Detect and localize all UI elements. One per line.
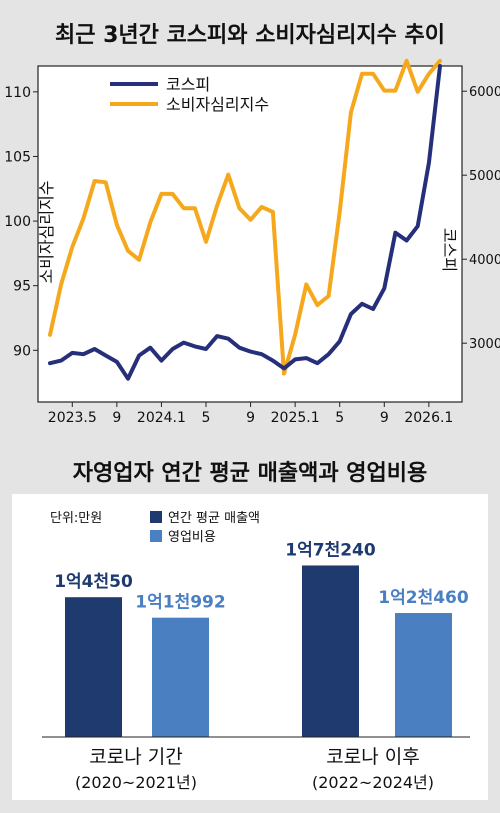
right-tick-label: 5000 xyxy=(469,169,500,184)
chart1-series xyxy=(48,58,442,381)
chart2-bars: 1억4천50 1억7천240 1억1천992 1억2천460 xyxy=(54,540,469,737)
bar-cost-value-label: 1억1천992 xyxy=(135,593,225,613)
right-tick-label: 6000 xyxy=(469,85,500,100)
chart1-x-axis: 2023.5 9 2024.1 5 9 2025.1 5 9 2026.1 xyxy=(48,402,453,426)
x-tick-label: 5 xyxy=(335,410,344,426)
x-tick-label: 9 xyxy=(380,410,389,426)
x-tick-label: 2024.1 xyxy=(137,410,186,426)
left-tick-label: 105 xyxy=(4,149,31,165)
kospi-line xyxy=(48,64,442,381)
x-tick-label: 9 xyxy=(112,410,121,426)
left-tick-label: 100 xyxy=(4,214,31,230)
chart2-group2-sublabel: (2022~2024년) xyxy=(312,773,434,792)
x-tick-label: 2026.1 xyxy=(404,410,453,426)
chart1-plot-area xyxy=(37,65,463,403)
legend-swatch-cost xyxy=(150,530,162,542)
bar-revenue xyxy=(302,565,359,737)
legend-label-kospi: 코스피 xyxy=(166,75,210,94)
x-tick-label: 5 xyxy=(202,410,211,426)
consumer-sentiment-line xyxy=(48,58,442,376)
left-tick-label: 95 xyxy=(13,279,31,295)
left-tick-label: 110 xyxy=(4,85,31,101)
legend-label-cost: 영업비용 xyxy=(168,530,216,545)
chart1-title: 최근 3년간 코스피와 소비자심리지수 추이 xyxy=(55,23,445,48)
bar-revenue-value-label: 1억4천50 xyxy=(54,572,133,592)
chart2-group1-label: 코로나 기간 xyxy=(89,746,182,768)
left-tick-label: 90 xyxy=(13,343,31,359)
legend-label-csi: 소비자심리지수 xyxy=(166,95,269,114)
chart2-group1-sublabel: (2020~2021년) xyxy=(75,773,197,792)
legend-label-revenue: 연간 평균 매출액 xyxy=(168,511,260,526)
bar-revenue-value-label: 1억7천240 xyxy=(285,540,376,560)
chart1-right-axis-title: 코스피 xyxy=(440,228,459,272)
bar-cost xyxy=(395,613,452,737)
chart2-title: 자영업자 연간 평균 매출액과 영업비용 xyxy=(73,461,427,486)
right-tick-label: 3000 xyxy=(469,337,500,352)
chart1-left-axis-title: 소비자심리지수 xyxy=(37,180,56,283)
chart2-unit: 단위:만원 xyxy=(50,511,102,526)
right-tick-label: 4000 xyxy=(469,253,500,268)
x-tick-label: 2023.5 xyxy=(48,410,97,426)
x-tick-label: 2025.1 xyxy=(271,410,320,426)
legend-swatch-revenue xyxy=(150,511,162,523)
chart1-left-axis: 90 95 100 105 110 xyxy=(4,85,38,359)
x-tick-label: 9 xyxy=(246,410,255,426)
bar-cost xyxy=(152,617,209,737)
chart2-group2-label: 코로나 이후 xyxy=(326,746,419,768)
chart1-right-axis: 3000 4000 5000 6000 xyxy=(462,85,500,352)
bar-cost-value-label: 1억2천460 xyxy=(378,588,469,608)
bar-revenue xyxy=(65,597,122,737)
